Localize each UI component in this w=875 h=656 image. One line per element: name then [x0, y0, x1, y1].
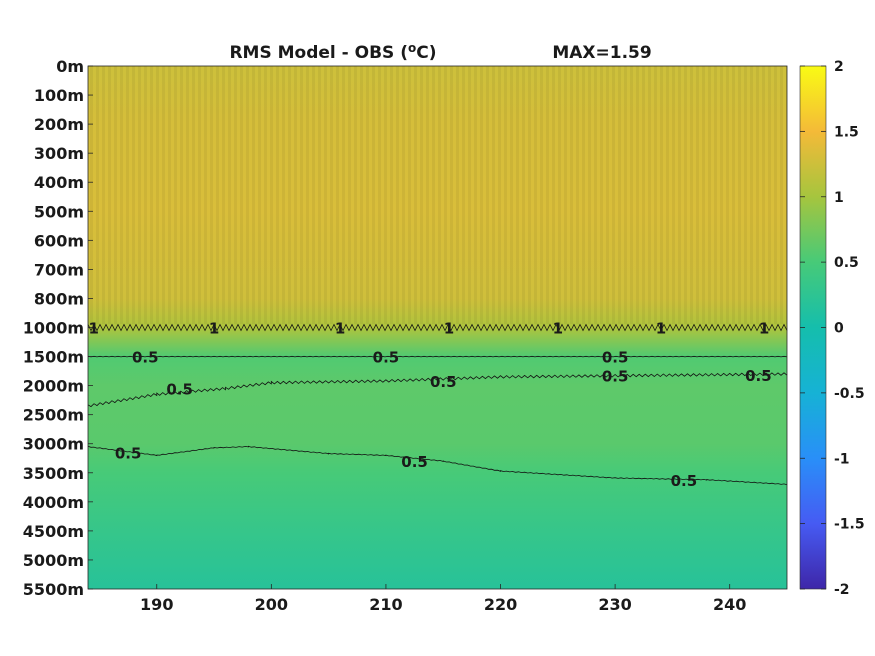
- colorbar-tick-label: 1: [834, 190, 844, 206]
- y-tick-label: 300m: [34, 144, 84, 163]
- max-label: MAX=1.59: [552, 43, 651, 63]
- y-tick-label: 4000m: [23, 493, 84, 512]
- y-tick-label: 100m: [34, 86, 84, 105]
- y-tick-label: 2500m: [23, 406, 84, 425]
- chart-title: RMS Model - OBS (oC): [229, 41, 436, 63]
- colorbar-tick-label: 2: [834, 59, 844, 75]
- plot-area: 1 1 1 1 1 1 10.5 0.5 0.50.5 0.5 0.5 0.50.5 0.50.5: [87, 65, 788, 590]
- contour-line: [87, 323, 788, 332]
- contour-label: 0.5: [602, 349, 629, 367]
- colorbar-tick-label: -2: [834, 582, 850, 598]
- contour-label: 0.5: [430, 373, 457, 391]
- colorbar-tick-label: -0.5: [834, 386, 865, 402]
- x-tick-label: 210: [369, 595, 402, 614]
- y-axis-ticks: 0m 100m 200m 300m 400m 500m 600m 700m 800m 1000m 1…: [23, 57, 93, 599]
- contour-label: 0.5: [401, 453, 428, 471]
- y-tick-label: 4500m: [23, 522, 84, 541]
- y-tick-label: 3500m: [23, 464, 84, 483]
- colorbar-ticks: 2 1.5 1 0.5 0 -0.5 -1 -1.5 -2: [800, 59, 865, 598]
- contour-label: 1: [335, 320, 345, 338]
- y-tick-label: 3000m: [23, 435, 84, 454]
- contour-line: [87, 355, 788, 358]
- contour-label: 0.5: [132, 349, 159, 367]
- contour-label: 0.5: [166, 381, 193, 399]
- contour-label: 1: [89, 320, 99, 338]
- y-tick-label: 0m: [56, 57, 84, 76]
- y-tick-label: 800m: [34, 289, 84, 308]
- y-tick-label: 700m: [34, 260, 84, 279]
- contour-label: 1: [209, 320, 219, 338]
- colorbar-tick-label: 1.5: [834, 124, 859, 140]
- x-tick-label: 190: [140, 595, 173, 614]
- colorbar-tick-label: -1.5: [834, 517, 865, 533]
- x-tick-label: 200: [255, 595, 288, 614]
- y-tick-label: 1000m: [23, 319, 84, 338]
- contour-label: 1: [759, 320, 769, 338]
- colorbar-tick-label: 0.5: [834, 255, 859, 271]
- y-tick-label: 400m: [34, 173, 84, 192]
- y-tick-label: 5500m: [23, 580, 84, 599]
- x-tick-label: 240: [713, 595, 746, 614]
- y-tick-label: 500m: [34, 202, 84, 221]
- colorbar-tick-label: 0: [834, 321, 844, 337]
- contour-label: 0.5: [373, 349, 400, 367]
- heatmap-stripes: [88, 66, 787, 324]
- colorbar: 2 1.5 1 0.5 0 -0.5 -1 -1.5 -2: [799, 59, 865, 598]
- y-tick-label: 200m: [34, 115, 84, 134]
- contour-line: [87, 445, 788, 486]
- x-tick-label: 220: [484, 595, 517, 614]
- contour-label: 0.5: [671, 472, 698, 490]
- x-tick-label: 230: [598, 595, 631, 614]
- contour-label: 1: [444, 320, 454, 338]
- contour-label: 0.5: [602, 368, 629, 386]
- contour-label: 1: [553, 320, 563, 338]
- contour-lines: 1 1 1 1 1 1 10.5 0.5 0.50.5 0.5 0.5 0.50.5 0.50.5: [87, 320, 788, 490]
- contour-label: 0.5: [115, 444, 142, 462]
- contour-label: 1: [656, 320, 666, 338]
- contour-label: 0.5: [745, 367, 772, 385]
- y-tick-label: 5000m: [23, 551, 84, 570]
- y-tick-label: 600m: [34, 231, 84, 250]
- colorbar-tick-label: -1: [834, 451, 850, 467]
- contour-line: [87, 372, 788, 408]
- x-axis-ticks: 190 200 210 220 230 240: [140, 584, 746, 614]
- y-tick-label: 1500m: [23, 348, 84, 367]
- y-tick-label: 2000m: [23, 377, 84, 396]
